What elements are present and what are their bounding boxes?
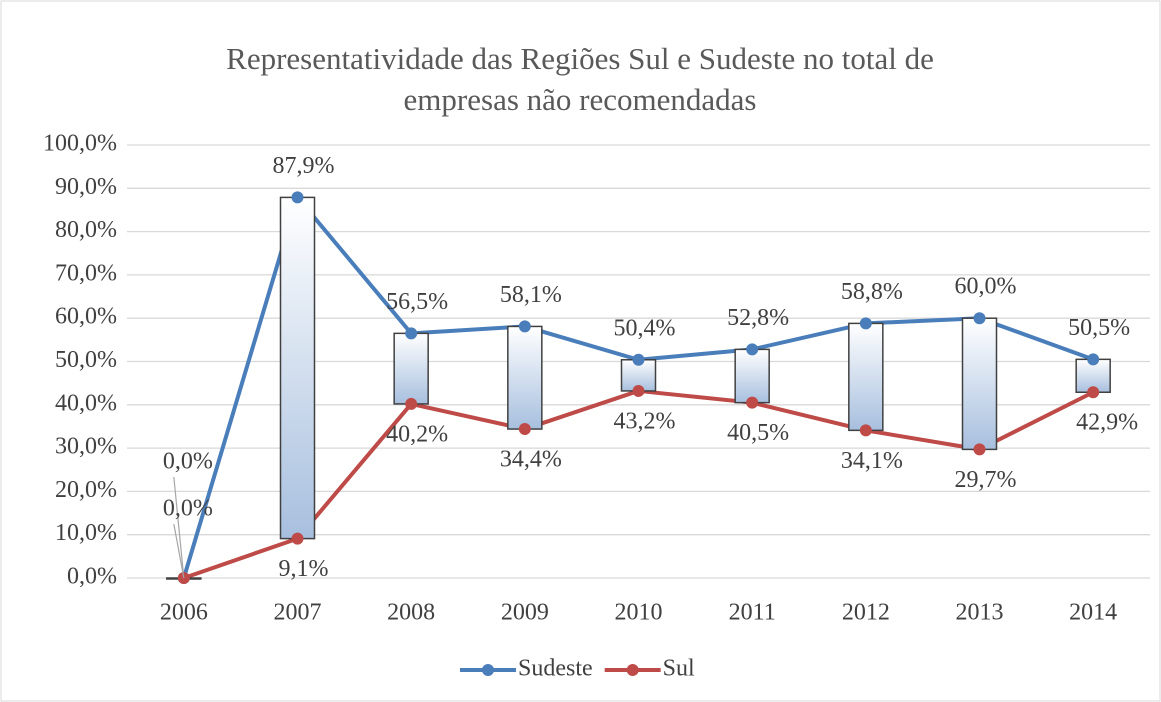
- data-label: 56,5%: [386, 289, 448, 315]
- y-tick-label: 80,0%: [55, 217, 117, 243]
- data-label: 0,0%: [163, 449, 213, 475]
- marker: [291, 191, 304, 204]
- y-tick-label: 20,0%: [55, 477, 117, 503]
- x-tick-label: 2008: [387, 600, 435, 626]
- marker: [859, 317, 872, 330]
- marker: [973, 443, 986, 456]
- data-label: 60,0%: [955, 274, 1017, 300]
- y-tick-label: 40,0%: [55, 390, 117, 416]
- y-tick-label: 0,0%: [67, 564, 117, 590]
- data-label: 34,1%: [841, 448, 903, 474]
- marker: [859, 424, 872, 437]
- data-label: 87,9%: [273, 153, 335, 179]
- up-down-bar: [734, 348, 770, 404]
- up-down-bar: [507, 325, 543, 430]
- x-tick-label: 2007: [274, 600, 322, 626]
- data-label: 43,2%: [614, 408, 676, 434]
- data-label: 34,4%: [500, 447, 562, 473]
- marker: [1087, 386, 1100, 399]
- data-label: 29,7%: [955, 467, 1017, 493]
- up-down-bar: [393, 332, 429, 405]
- data-label: 52,8%: [727, 305, 789, 331]
- marker: [973, 312, 986, 325]
- marker: [1087, 353, 1100, 366]
- legend-label: Sul: [663, 656, 695, 682]
- data-label: 58,1%: [500, 282, 562, 308]
- y-tick-label: 90,0%: [55, 174, 117, 200]
- leader-line: [173, 523, 185, 579]
- x-tick-label: 2010: [615, 600, 663, 626]
- data-label: 9,1%: [279, 556, 329, 582]
- x-tick-label: 2014: [1069, 600, 1117, 626]
- marker: [518, 320, 531, 333]
- chart-title: Representatividade das Regiões Sul e Sud…: [226, 41, 934, 117]
- marker: [405, 397, 418, 410]
- marker: [632, 384, 645, 397]
- data-label: 50,4%: [614, 315, 676, 341]
- y-tick-label: 50,0%: [55, 347, 117, 373]
- data-label: 58,8%: [841, 279, 903, 305]
- marker: [632, 353, 645, 366]
- y-tick-label: 70,0%: [55, 260, 117, 286]
- legend-marker: [482, 664, 494, 676]
- data-label: 50,5%: [1068, 315, 1130, 341]
- x-tick-label: 2009: [501, 600, 549, 626]
- data-label: 42,9%: [1076, 410, 1138, 436]
- leader-line: [173, 476, 185, 579]
- marker: [746, 396, 759, 409]
- up-down-bar: [961, 317, 998, 451]
- x-tick-label: 2013: [956, 600, 1004, 626]
- up-down-bar: [279, 196, 316, 540]
- y-tick-label: 60,0%: [55, 304, 117, 330]
- x-tick-label: 2011: [729, 600, 776, 626]
- legend-label: Sudeste: [518, 656, 593, 682]
- data-label: 40,5%: [727, 420, 789, 446]
- up-down-bar: [848, 322, 884, 432]
- y-tick-label: 10,0%: [55, 520, 117, 546]
- data-label: 40,2%: [386, 421, 448, 447]
- y-tick-label: 100,0%: [43, 131, 117, 157]
- marker: [291, 532, 304, 545]
- marker: [405, 327, 418, 340]
- legend-marker: [626, 664, 639, 676]
- data-label: 0,0%: [163, 496, 213, 522]
- x-tick-label: 2006: [160, 600, 208, 626]
- marker: [518, 423, 531, 436]
- x-tick-label: 2012: [842, 600, 890, 626]
- y-tick-label: 30,0%: [55, 434, 117, 460]
- marker: [746, 343, 759, 356]
